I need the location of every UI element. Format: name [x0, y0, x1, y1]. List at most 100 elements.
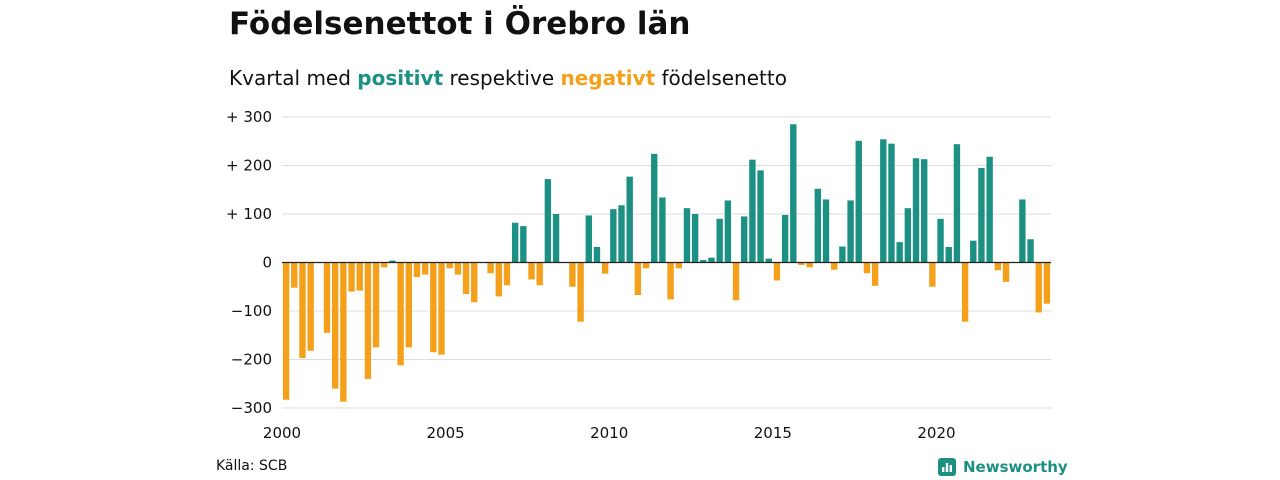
bar: [700, 260, 707, 263]
bar: [741, 216, 748, 263]
x-tick-label: 2020: [917, 424, 955, 442]
bar: [503, 262, 511, 286]
bar: [642, 262, 650, 269]
bar: [847, 200, 854, 263]
bar: [773, 262, 781, 281]
bar: [585, 215, 592, 263]
bar: [331, 262, 339, 389]
axes: + 300 + 200 + 100 0 −100 −200 −300 2000 2005 2010…: [226, 108, 1051, 442]
bar: [593, 246, 601, 263]
y-tick-label: −200: [231, 351, 272, 369]
bar: [683, 208, 691, 263]
x-tick-label: 2015: [754, 424, 792, 442]
bar: [863, 262, 871, 274]
bar: [716, 218, 723, 263]
bar: [831, 262, 838, 270]
bar: [626, 176, 633, 263]
y-tick-label: −300: [231, 399, 272, 417]
brand-logo: Newsworthy: [938, 456, 1068, 478]
bar: [397, 262, 404, 366]
bar: [708, 257, 715, 263]
bar: [520, 226, 527, 263]
bar: [487, 262, 494, 274]
bar: [446, 262, 453, 269]
bar: [970, 240, 977, 263]
bar: [790, 124, 797, 263]
bar: [880, 139, 887, 263]
bar: [961, 262, 969, 322]
bar: [732, 262, 740, 301]
subtitle-suffix: födelsenetto: [661, 66, 787, 90]
y-tick-label: −100: [231, 302, 272, 320]
bar: [471, 262, 478, 303]
bar: [912, 158, 920, 263]
bar: [291, 262, 298, 288]
bar: [356, 262, 363, 291]
bar: [381, 262, 388, 268]
bar: [1002, 262, 1010, 282]
bar: [372, 262, 380, 348]
bar: [405, 262, 412, 348]
bar: [781, 214, 789, 263]
bar: [896, 242, 903, 263]
chart-bars-icon: [938, 458, 956, 476]
bar: [1019, 199, 1026, 263]
bar: [1035, 262, 1042, 313]
bar: [282, 262, 290, 400]
bar: [340, 262, 347, 402]
x-tick-label: 2010: [590, 424, 628, 442]
bar: [552, 214, 560, 263]
bar: [536, 262, 543, 286]
bar: [430, 262, 437, 353]
bar: [798, 262, 805, 265]
bar: [528, 262, 535, 280]
bar: [348, 262, 355, 292]
bar: [929, 262, 936, 287]
bar: [765, 258, 772, 263]
x-tick-label: 2005: [427, 424, 465, 442]
bar: [945, 246, 952, 263]
bar: [675, 262, 682, 269]
bar: [855, 140, 862, 263]
bar: [822, 199, 830, 263]
bar: [839, 246, 846, 263]
bar: [601, 262, 609, 274]
bar: [307, 262, 314, 351]
bar: [724, 200, 732, 263]
bar: [806, 262, 813, 268]
bar: [691, 214, 699, 263]
y-tick-label: + 300: [226, 108, 272, 126]
bars: [282, 124, 1051, 402]
bar: [544, 179, 552, 263]
y-tick-label: + 200: [226, 157, 272, 175]
bar: [577, 262, 584, 322]
bar: [413, 262, 421, 278]
bar: [364, 262, 372, 379]
chart-subtitle: Kvartal med positivt respektive negativt…: [229, 66, 787, 90]
bar: [904, 208, 912, 263]
bar: [299, 262, 306, 359]
subtitle-middle: respektive: [449, 66, 555, 90]
bar: [610, 209, 617, 263]
bar: [871, 262, 879, 286]
bar: [569, 262, 576, 287]
bar: [634, 262, 642, 295]
bar: [454, 262, 462, 275]
bar: [495, 262, 502, 297]
bar: [921, 159, 928, 263]
bar: [814, 188, 822, 263]
subtitle-prefix: Kvartal med: [229, 66, 351, 90]
bar: [978, 167, 985, 263]
bar: [462, 262, 470, 295]
bar: [438, 262, 445, 355]
bar: [659, 197, 666, 263]
y-tick-label: + 100: [226, 205, 272, 223]
bar: [421, 262, 429, 275]
bar: [389, 260, 396, 263]
y-tick-label: 0: [262, 254, 272, 272]
bar: [749, 159, 756, 263]
subtitle-negative-word: negativt: [560, 66, 656, 90]
bar: [937, 218, 944, 263]
source-note: Källa: SCB: [216, 458, 288, 474]
